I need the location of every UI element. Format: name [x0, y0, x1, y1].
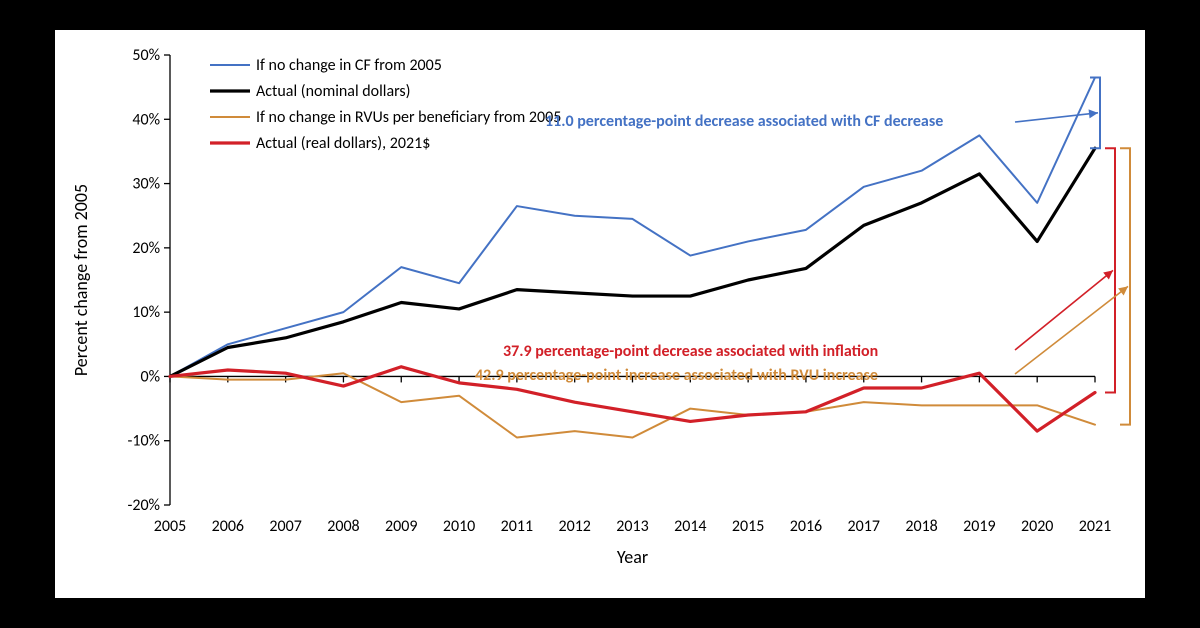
y-axis-label: Percent change from 2005 [70, 184, 92, 376]
annotation-infl: 37.9 percentage-point decrease associate… [503, 342, 878, 361]
x-tick-label: 2016 [790, 517, 822, 536]
y-tick-label: 20% [132, 239, 160, 258]
y-tick-label: 50% [132, 46, 160, 65]
y-tick-label: 0% [140, 367, 160, 386]
legend-label: If no change in CF from 2005 [256, 56, 442, 75]
x-tick-label: 2017 [848, 517, 880, 536]
x-tick-label: 2011 [501, 517, 533, 536]
annotation-rvu: 42.9 percentage-point increase associate… [475, 366, 878, 385]
chart-panel: -20% -10% 0% 10% 20% 30% 40% 50% 2005 2006 2007 200… [55, 30, 1145, 598]
x-tick-label: 2007 [269, 517, 301, 536]
x-tick-label: 2012 [558, 517, 590, 536]
line-chart-svg: -20% -10% 0% 10% 20% 30% 40% 50% 2005 2006 2007 200… [55, 30, 1145, 598]
x-axis-label: Year [617, 546, 648, 568]
x-tick-label: 2010 [443, 517, 475, 536]
y-tick-label: 10% [132, 303, 160, 322]
x-tick-label: 2005 [154, 517, 186, 536]
y-tick-label: -10% [127, 432, 160, 451]
x-tick-label: 2013 [616, 517, 648, 536]
legend-label: Actual (nominal dollars) [256, 82, 411, 101]
legend-label: If no change in RVUs per beneficiary fro… [256, 108, 561, 127]
y-tick-label: 30% [132, 175, 160, 194]
x-tick-label: 2018 [905, 517, 937, 536]
x-tick-label: 2021 [1079, 517, 1111, 536]
y-tick-label: 40% [132, 110, 160, 129]
x-tick-label: 2009 [385, 517, 417, 536]
x-tick-label: 2020 [1021, 517, 1053, 536]
x-tick-label: 2008 [327, 517, 359, 536]
annotation-cf: 11.0 percentage-point decrease associate… [545, 112, 943, 131]
legend-label: Actual (real dollars), 2021$ [256, 134, 430, 153]
x-tick-label: 2006 [212, 517, 244, 536]
x-tick-label: 2015 [732, 517, 764, 536]
y-tick-label: -20% [127, 496, 160, 515]
x-tick-label: 2019 [963, 517, 995, 536]
x-tick-label: 2014 [674, 517, 706, 536]
